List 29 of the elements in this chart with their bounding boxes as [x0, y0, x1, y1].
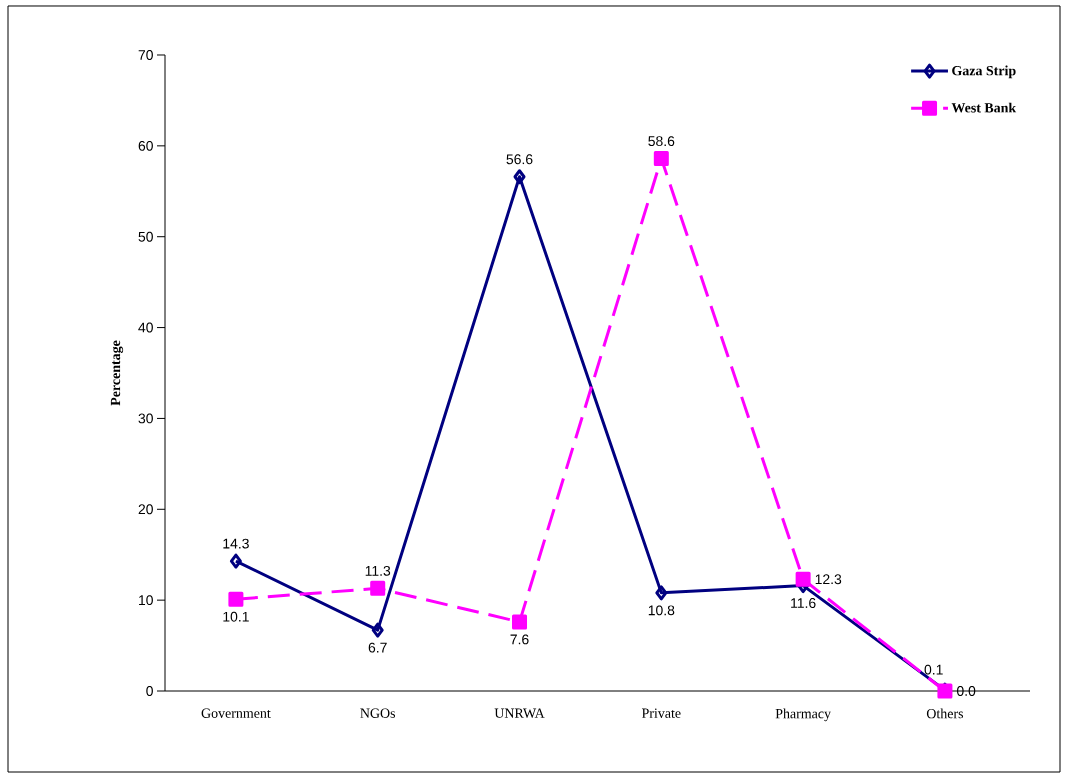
x-tick-label: Private: [641, 708, 681, 718]
x-tick-label: Pharmacy: [775, 708, 831, 722]
data-label: 58.6: [648, 136, 675, 147]
y-tick-label: 50: [138, 231, 153, 242]
data-label: 10.8: [648, 605, 675, 616]
y-tick-label: 40: [138, 322, 153, 333]
y-axis-title: Percentage: [110, 340, 124, 406]
x-tick-label: NGOs: [360, 708, 396, 718]
x-tick-label: Others: [926, 708, 964, 719]
x-tick-label: Government: [201, 708, 271, 718]
data-label: 56.6: [506, 154, 533, 165]
data-label: 0.0: [956, 686, 976, 696]
y-tick-label: 60: [138, 140, 153, 151]
x-tick-label: UNRWA: [494, 708, 545, 718]
data-label: 11.3: [365, 565, 391, 576]
y-tick-label: 70: [138, 50, 153, 60]
data-label: 12.3: [815, 574, 842, 585]
data-label: 6.7: [368, 642, 387, 653]
y-tick-label: 0: [146, 686, 153, 696]
data-label: 7.6: [510, 634, 529, 645]
legend-label: Gaza Strip: [952, 65, 1016, 79]
y-tick-label: 20: [138, 504, 153, 515]
data-label: 0.1: [924, 664, 943, 675]
y-tick-label: 10: [139, 595, 153, 606]
data-label: 14.3: [223, 538, 249, 549]
y-tick-label: 30: [138, 413, 153, 424]
data-label: 10.1: [223, 611, 249, 622]
legend-label: West Bank: [951, 102, 1017, 113]
data-label: 11.6: [791, 598, 816, 608]
